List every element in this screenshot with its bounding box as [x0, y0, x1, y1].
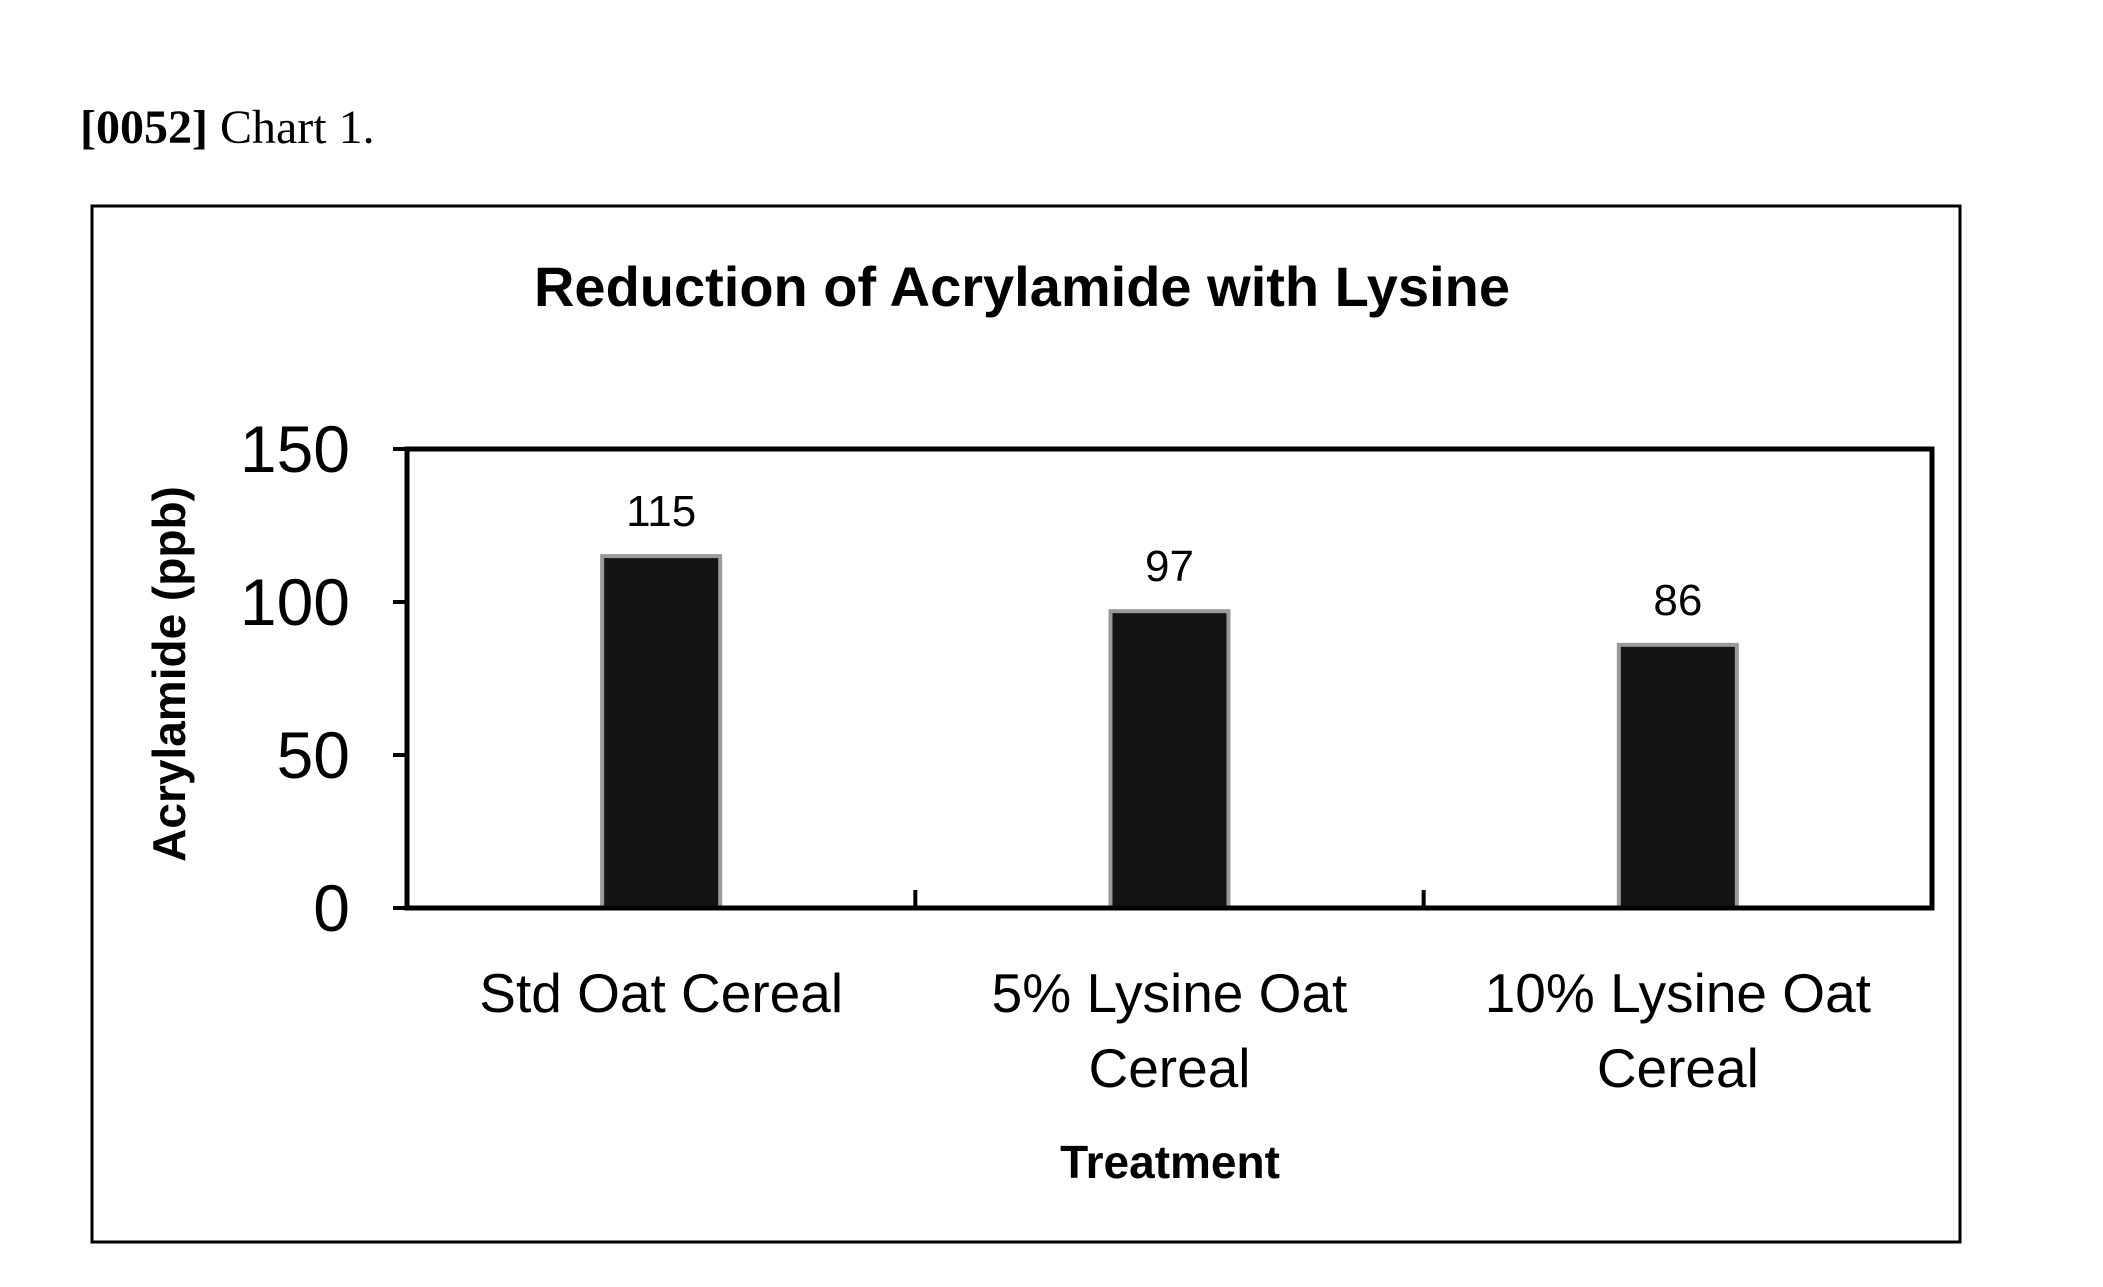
x-tick-label: Std Oat Cereal	[479, 962, 843, 1024]
bar	[1619, 645, 1737, 908]
bar	[1111, 611, 1229, 908]
y-tick-label: 100	[240, 565, 350, 639]
chart-title: Reduction of Acrylamide with Lysine	[534, 255, 1510, 318]
y-tick-label: 0	[313, 871, 350, 945]
y-tick-label: 50	[277, 718, 350, 792]
data-label: 97	[1145, 542, 1194, 591]
bar	[602, 556, 720, 908]
x-tick-label: 10% Lysine Oat	[1485, 962, 1871, 1024]
x-axis-title: Treatment	[1060, 1136, 1280, 1188]
y-axis-title: Acrylamide (ppb)	[143, 486, 195, 862]
x-tick-label: 5% Lysine Oat	[992, 962, 1348, 1024]
y-tick-label: 150	[240, 412, 350, 486]
x-tick-label: Cereal	[1597, 1037, 1759, 1099]
data-label: 115	[626, 487, 696, 536]
data-label: 86	[1653, 576, 1702, 625]
x-tick-label: Cereal	[1088, 1037, 1250, 1099]
